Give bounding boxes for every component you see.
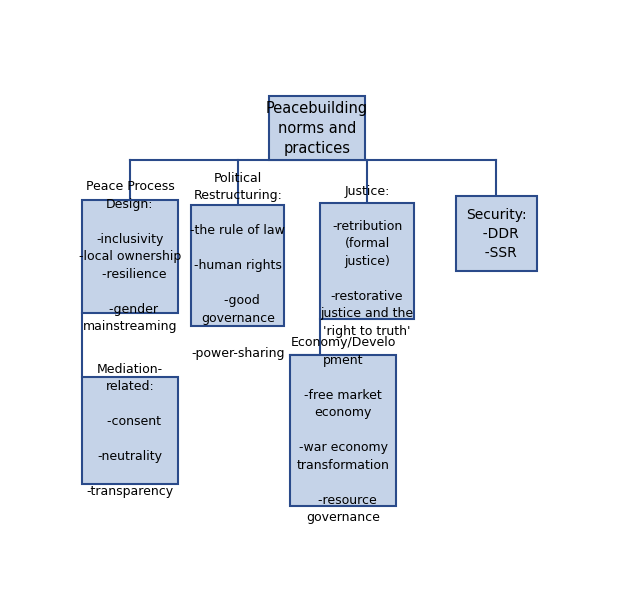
Text: Mediation-
related:

  -consent

-neutrality

-transparency: Mediation- related: -consent -neutrality… <box>87 362 174 498</box>
Text: Political
Restructuring:

-the rule of law

-human rights

  -good
governance

-: Political Restructuring: -the rule of la… <box>190 172 285 359</box>
Text: Economy/Develo
pment

-free market
economy

-war economy
transformation

  -reso: Economy/Develo pment -free market econom… <box>290 336 396 525</box>
FancyBboxPatch shape <box>269 96 365 160</box>
Text: Peacebuilding
norms and
practices: Peacebuilding norms and practices <box>266 100 368 156</box>
FancyBboxPatch shape <box>82 201 178 312</box>
Text: Peace Process
Design:

-inclusivity
-local ownership
  -resilience

  -gender
ma: Peace Process Design: -inclusivity -loca… <box>79 180 181 333</box>
FancyBboxPatch shape <box>82 377 178 484</box>
Text: Security:
  -DDR
  -SSR: Security: -DDR -SSR <box>466 208 527 260</box>
Text: Justice:

-retribution
(formal
justice)

-restorative
justice and the
'right to : Justice: -retribution (formal justice) -… <box>321 185 413 337</box>
FancyBboxPatch shape <box>290 355 396 506</box>
FancyBboxPatch shape <box>320 203 413 320</box>
FancyBboxPatch shape <box>191 205 284 326</box>
FancyBboxPatch shape <box>455 196 537 271</box>
